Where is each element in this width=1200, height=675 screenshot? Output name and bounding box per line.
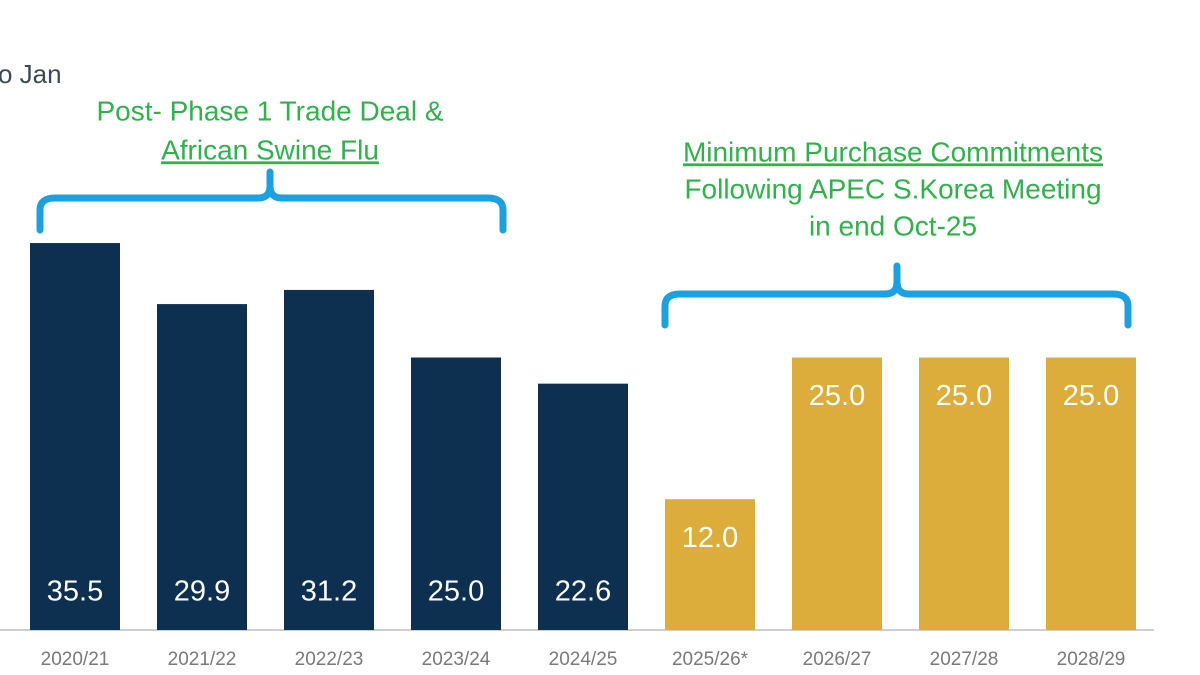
value-label: 35.5 — [47, 576, 103, 608]
bar — [919, 357, 1009, 630]
x-tick-label: 2021/22 — [168, 649, 237, 670]
annotation: in end Oct-25 — [809, 210, 977, 241]
annotation: Minimum Purchase Commitments — [683, 136, 1103, 167]
value-label: 25.0 — [1063, 380, 1119, 412]
bar — [157, 304, 247, 630]
value-label: 22.6 — [555, 576, 611, 608]
x-tick-label: 2024/25 — [549, 649, 618, 670]
x-tick-label: 2028/29 — [1057, 649, 1126, 670]
bar — [538, 383, 628, 630]
x-tick-label: 2026/27 — [803, 649, 872, 670]
x-tick-label: 2022/23 — [295, 649, 364, 670]
annotation: Following APEC S.Korea Meeting — [684, 173, 1101, 204]
x-tick-label: 2027/28 — [930, 649, 999, 670]
bar — [411, 357, 501, 630]
subtitle: o Jan — [0, 59, 62, 89]
annotation: Post- Phase 1 Trade Deal & — [96, 95, 443, 126]
value-label: 12.0 — [682, 522, 738, 554]
x-tick-label: 2023/24 — [422, 649, 491, 670]
bar — [30, 243, 120, 631]
value-label: 25.0 — [936, 380, 992, 412]
x-tick-label: 2025/26* — [672, 649, 749, 670]
bracket — [661, 262, 1132, 329]
bar — [1046, 357, 1136, 630]
value-label: 25.0 — [428, 576, 484, 608]
bar — [284, 289, 374, 630]
value-label: 29.9 — [174, 576, 230, 608]
annotation: African Swine Flu — [161, 134, 379, 165]
value-label: 31.2 — [301, 576, 357, 608]
bar — [665, 499, 755, 630]
value-label: 25.0 — [809, 380, 865, 412]
bar — [792, 357, 882, 630]
bracket — [36, 168, 507, 234]
x-tick-label: 2020/21 — [41, 649, 110, 670]
